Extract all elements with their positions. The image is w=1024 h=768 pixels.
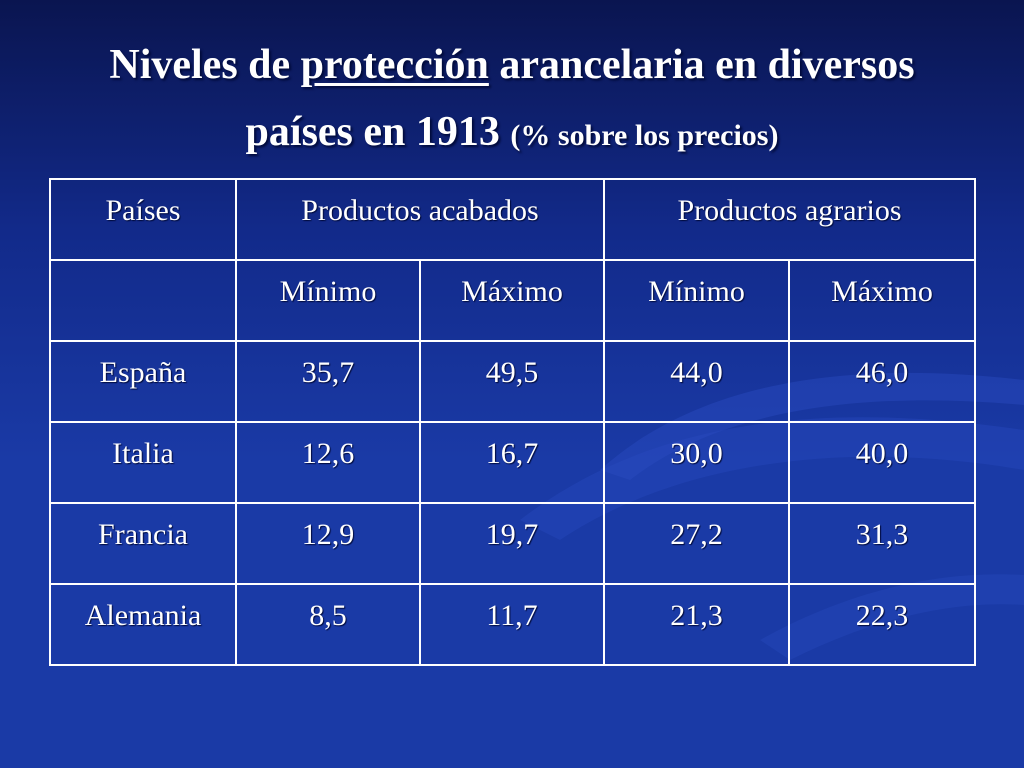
table-row: España 35,7 49,5 44,0 46,0	[49, 340, 976, 423]
cell-value: 22,3	[788, 583, 976, 666]
subheader-min-agrarios: Mínimo	[603, 259, 790, 342]
header-productos-acabados: Productos acabados	[235, 178, 605, 261]
row-country: España	[49, 340, 237, 423]
header-productos-agrarios: Productos agrarios	[603, 178, 976, 261]
cell-value: 46,0	[788, 340, 976, 423]
title-underlined-word: protección	[300, 42, 489, 88]
row-country: Italia	[49, 421, 237, 504]
cell-value: 44,0	[603, 340, 790, 423]
cell-value: 27,2	[603, 502, 790, 585]
table-row: Italia 12,6 16,7 30,0 40,0	[49, 421, 976, 504]
cell-value: 12,9	[235, 502, 421, 585]
cell-value: 11,7	[419, 583, 605, 666]
cell-value: 49,5	[419, 340, 605, 423]
slide-title: Niveles de protección arancelaria en div…	[0, 36, 1024, 170]
title-text-1: Niveles de	[109, 42, 301, 88]
row-country: Alemania	[49, 583, 237, 666]
cell-value: 12,6	[235, 421, 421, 504]
cell-value: 31,3	[788, 502, 976, 585]
cell-value: 40,0	[788, 421, 976, 504]
table-row: Alemania 8,5 11,7 21,3 22,3	[49, 583, 976, 666]
title-subtitle: (% sobre los precios)	[510, 119, 779, 152]
subheader-max-agrarios: Máximo	[788, 259, 976, 342]
subheader-max-acabados: Máximo	[419, 259, 605, 342]
title-text-2: arancelaria en diversos	[488, 42, 915, 88]
cell-value: 21,3	[603, 583, 790, 666]
table-subheader-row: Mínimo Máximo Mínimo Máximo	[49, 259, 976, 342]
header-countries: Países	[49, 178, 237, 261]
cell-value: 8,5	[235, 583, 421, 666]
subheader-empty-cell	[49, 259, 237, 342]
cell-value: 30,0	[603, 421, 790, 504]
cell-value: 19,7	[419, 502, 605, 585]
tariff-table: Países Productos acabados Productos agra…	[49, 178, 976, 666]
subheader-min-acabados: Mínimo	[235, 259, 421, 342]
title-text-3: países en 1913	[245, 109, 511, 155]
row-country: Francia	[49, 502, 237, 585]
cell-value: 35,7	[235, 340, 421, 423]
table-row: Francia 12,9 19,7 27,2 31,3	[49, 502, 976, 585]
table-header-row: Países Productos acabados Productos agra…	[49, 178, 976, 261]
cell-value: 16,7	[419, 421, 605, 504]
